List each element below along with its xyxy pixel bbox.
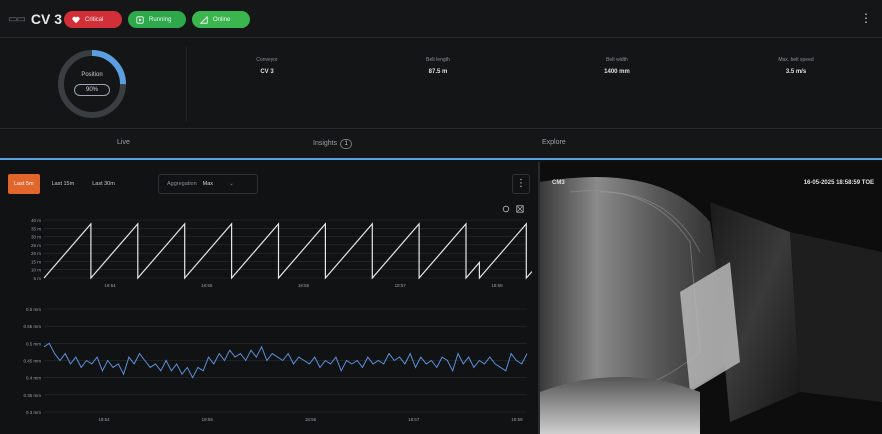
series-line — [43, 342, 528, 379]
aggregation-label: Aggregation — [167, 181, 197, 187]
y-tick-label: 0.5 mm — [26, 341, 41, 346]
camera-timestamp: 16-05-2025 18:58:59 TOE — [803, 180, 874, 186]
stat-value: 87.5 m — [428, 69, 448, 75]
divider — [186, 47, 187, 121]
x-tick-label: 18:55 — [201, 283, 213, 288]
camera-image — [540, 162, 882, 434]
kebab-icon: ⋮ — [516, 178, 526, 189]
y-tick-label: 0.3 mm — [26, 410, 41, 415]
camera-feed[interactable]: CM3 16-05-2025 18:58:59 TOE — [540, 162, 882, 434]
signal-icon — [200, 15, 208, 24]
download-icon[interactable] — [516, 205, 524, 213]
reset-icon[interactable] — [502, 205, 510, 213]
stat-belt-width: Belt width 1400 mm — [557, 57, 677, 75]
stat-value: 1400 mm — [604, 69, 630, 75]
position-ring: Position 90% — [54, 46, 130, 122]
aggregation-value: Max — [202, 181, 214, 187]
x-tick-label: 18:57 — [408, 417, 420, 422]
view-tabs: Live Insights 1 Explore — [0, 130, 882, 160]
y-tick-label: 25 m — [31, 243, 41, 248]
badge-label: Critical — [85, 16, 104, 23]
x-tick-label: 18:54 — [98, 417, 110, 422]
panel-menu-button[interactable]: ⋮ — [512, 174, 530, 194]
chart-panel: Last 5m Last 15m Last 30m Aggregation Ma… — [0, 162, 538, 434]
chart-tools — [502, 205, 524, 213]
thickness-chart: 0.5 mm 0.55 mm 0.5 mm 0.45 mm 0.4 mm 0.35 mm 0… — [23, 307, 528, 422]
tab-insights[interactable]: Insights 1 — [313, 139, 353, 149]
stat-max-belt-speed: Max. belt speed 3.5 m/s — [736, 57, 856, 75]
tab-label: Insights — [313, 140, 338, 147]
y-tick-label: 35 m — [31, 226, 41, 231]
position-chart: 40 m 35 m 30 m 25 m 20 m 15 m 10 m 5 m 18:54 18:5… — [31, 218, 533, 288]
y-tick-label: 0.4 mm — [26, 376, 41, 381]
y-tick-label: 20 m — [31, 251, 41, 256]
time-range-toolbar: Last 5m Last 15m Last 30m — [8, 174, 121, 194]
stat-conveyor: Conveyor CV 3 — [207, 57, 327, 75]
x-tick-label: 18:55 — [202, 417, 214, 422]
stat-value: 3.5 m/s — [785, 69, 807, 75]
conveyor-info-panel: Position 90% Conveyor CV 3 Belt length 8… — [0, 39, 882, 129]
tab-label: Explore — [542, 139, 566, 146]
chevron-down-icon: ⌄ — [229, 181, 234, 187]
position-ring-graphic — [58, 50, 126, 118]
badge-label: Online — [213, 16, 231, 23]
y-tick-label: 0.5 mm — [26, 307, 41, 312]
y-tick-label: 5 m — [33, 276, 41, 281]
tab-live[interactable]: Live — [117, 139, 130, 146]
page-title: CV 3 — [30, 11, 63, 27]
stat-label: Belt length — [426, 57, 450, 63]
range-button-30m[interactable]: Last 30m — [92, 181, 115, 187]
tab-label: Live — [117, 139, 130, 146]
play-icon — [136, 15, 144, 24]
stat-belt-length: Belt length 87.5 m — [378, 57, 498, 75]
kebab-icon[interactable]: ⋮ — [860, 11, 872, 25]
range-button-15m[interactable]: Last 15m — [51, 181, 75, 187]
stat-value: CV 3 — [260, 69, 274, 75]
panel-divider[interactable] — [538, 162, 540, 434]
y-tick-label: 0.55 mm — [23, 324, 41, 329]
y-tick-label: 0.35 mm — [23, 393, 41, 398]
badge-label: Running — [149, 16, 172, 23]
x-tick-label: 18:57 — [395, 283, 407, 288]
status-badge-running[interactable]: Running — [128, 11, 186, 28]
camera-label: CM3 — [552, 180, 565, 186]
insights-count-badge: 1 — [340, 139, 353, 149]
x-tick-label: 18:56 — [305, 417, 317, 422]
stat-label: Belt width — [606, 57, 628, 63]
y-tick-label: 30 m — [31, 235, 41, 240]
status-badge-online[interactable]: Online — [192, 11, 250, 28]
aggregation-select[interactable]: Aggregation Max ⌄ — [158, 174, 258, 194]
tab-explore[interactable]: Explore — [542, 139, 566, 146]
status-badge-critical[interactable]: Critical — [64, 11, 122, 28]
series-line — [43, 222, 533, 280]
heart-icon — [72, 16, 80, 23]
x-tick-label: 18:58 — [491, 283, 503, 288]
y-tick-label: 15 m — [31, 259, 41, 264]
conveyor-icon: ▭▭ — [8, 13, 26, 25]
top-bar: ▭▭ CV 3 Critical Running Online ⋮ — [0, 0, 882, 38]
range-button-5m[interactable]: Last 5m — [8, 174, 40, 194]
y-tick-label: 10 m — [31, 268, 41, 273]
x-tick-label: 18:56 — [298, 283, 310, 288]
stat-label: Conveyor — [256, 57, 278, 63]
y-tick-label: 0.45 mm — [23, 359, 41, 364]
stat-label: Max. belt speed — [778, 57, 814, 63]
y-tick-label: 40 m — [31, 218, 41, 223]
x-tick-label: 18:58 — [511, 417, 523, 422]
position-value: 90% — [74, 84, 110, 96]
brand: ▭▭ CV 3 — [8, 11, 62, 27]
x-tick-label: 18:54 — [104, 283, 116, 288]
position-label: Position — [81, 72, 103, 78]
